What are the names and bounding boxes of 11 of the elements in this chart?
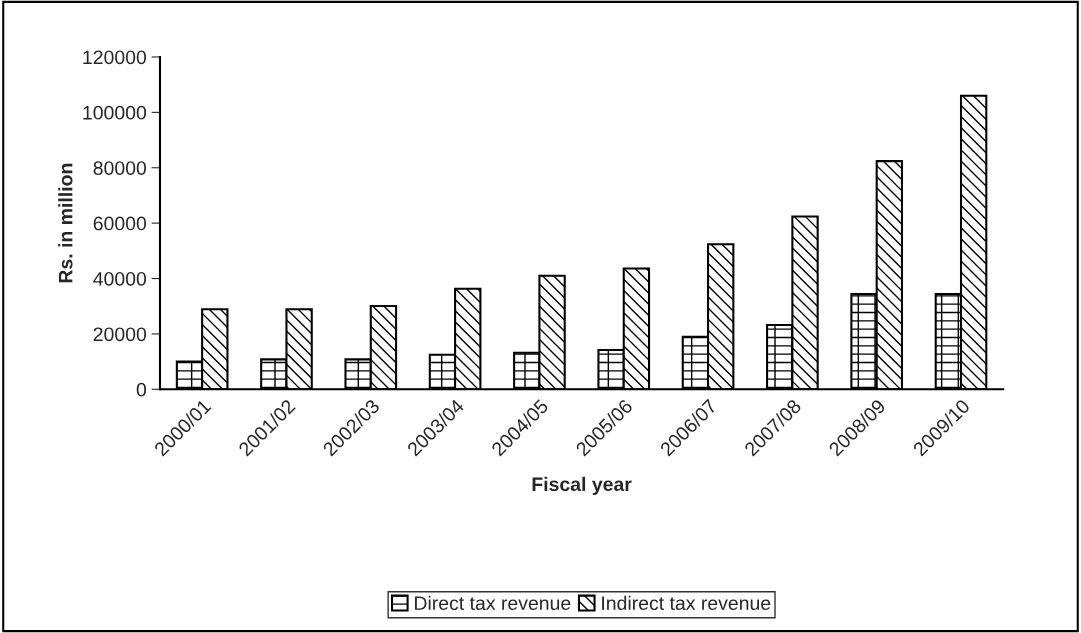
y-tick-label: 60000 (93, 216, 147, 231)
legend-label: Indirect tax revenue (602, 595, 771, 611)
y-tick-label: 20000 (93, 327, 147, 342)
y-tick-label: 120000 (83, 50, 147, 65)
y-tick-label: 100000 (83, 105, 147, 120)
y-tick-label: 40000 (93, 271, 147, 286)
x-axis-title: Fiscal year (532, 476, 632, 495)
y-tick-label: 80000 (93, 161, 147, 175)
legend-label: Direct tax revenue (415, 595, 571, 611)
y-axis-title: Rs. in million (58, 163, 73, 283)
y-tick-label: 0 (136, 382, 147, 397)
